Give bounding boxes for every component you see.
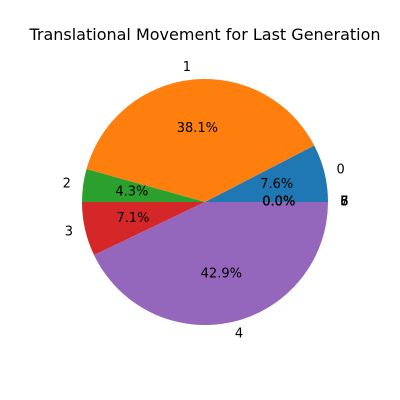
pie-slice-4 <box>94 202 328 325</box>
slice-label-7: 7 <box>340 195 348 210</box>
slice-pct-2: 4.3% <box>115 185 148 200</box>
slice-label-0: 0 <box>336 163 344 178</box>
pie-slices <box>82 78 328 325</box>
slice-pct-8: 0.0% <box>262 195 295 210</box>
slice-label-1: 1 <box>183 60 191 75</box>
pie-slice-3 <box>82 202 205 256</box>
chart-title: Translational Movement for Last Generati… <box>28 25 380 44</box>
slice-label-8: 8 <box>340 195 348 210</box>
slice-pct-6: 0.0% <box>262 195 295 210</box>
slice-pct-7: 0.0% <box>262 195 295 210</box>
pie-slice-1 <box>86 78 315 202</box>
pie-slice-0 <box>205 145 328 202</box>
slice-label-5: 5 <box>340 195 348 210</box>
slice-pct-3: 7.1% <box>117 211 150 226</box>
slice-label-6: 6 <box>340 195 348 210</box>
slice-pct-1: 38.1% <box>177 121 218 136</box>
slice-label-2: 2 <box>63 176 71 191</box>
slice-label-3: 3 <box>65 224 73 239</box>
pie-slice-2 <box>82 169 205 202</box>
slice-pct-0: 7.6% <box>260 177 293 192</box>
slice-label-4: 4 <box>235 326 243 341</box>
slice-pct-4: 42.9% <box>201 266 242 281</box>
slice-pct-5: 0.0% <box>262 195 295 210</box>
pie-labels: 07.6%138.1%24.3%37.1%442.9%50.0% 60.0% 70.… <box>63 60 349 342</box>
